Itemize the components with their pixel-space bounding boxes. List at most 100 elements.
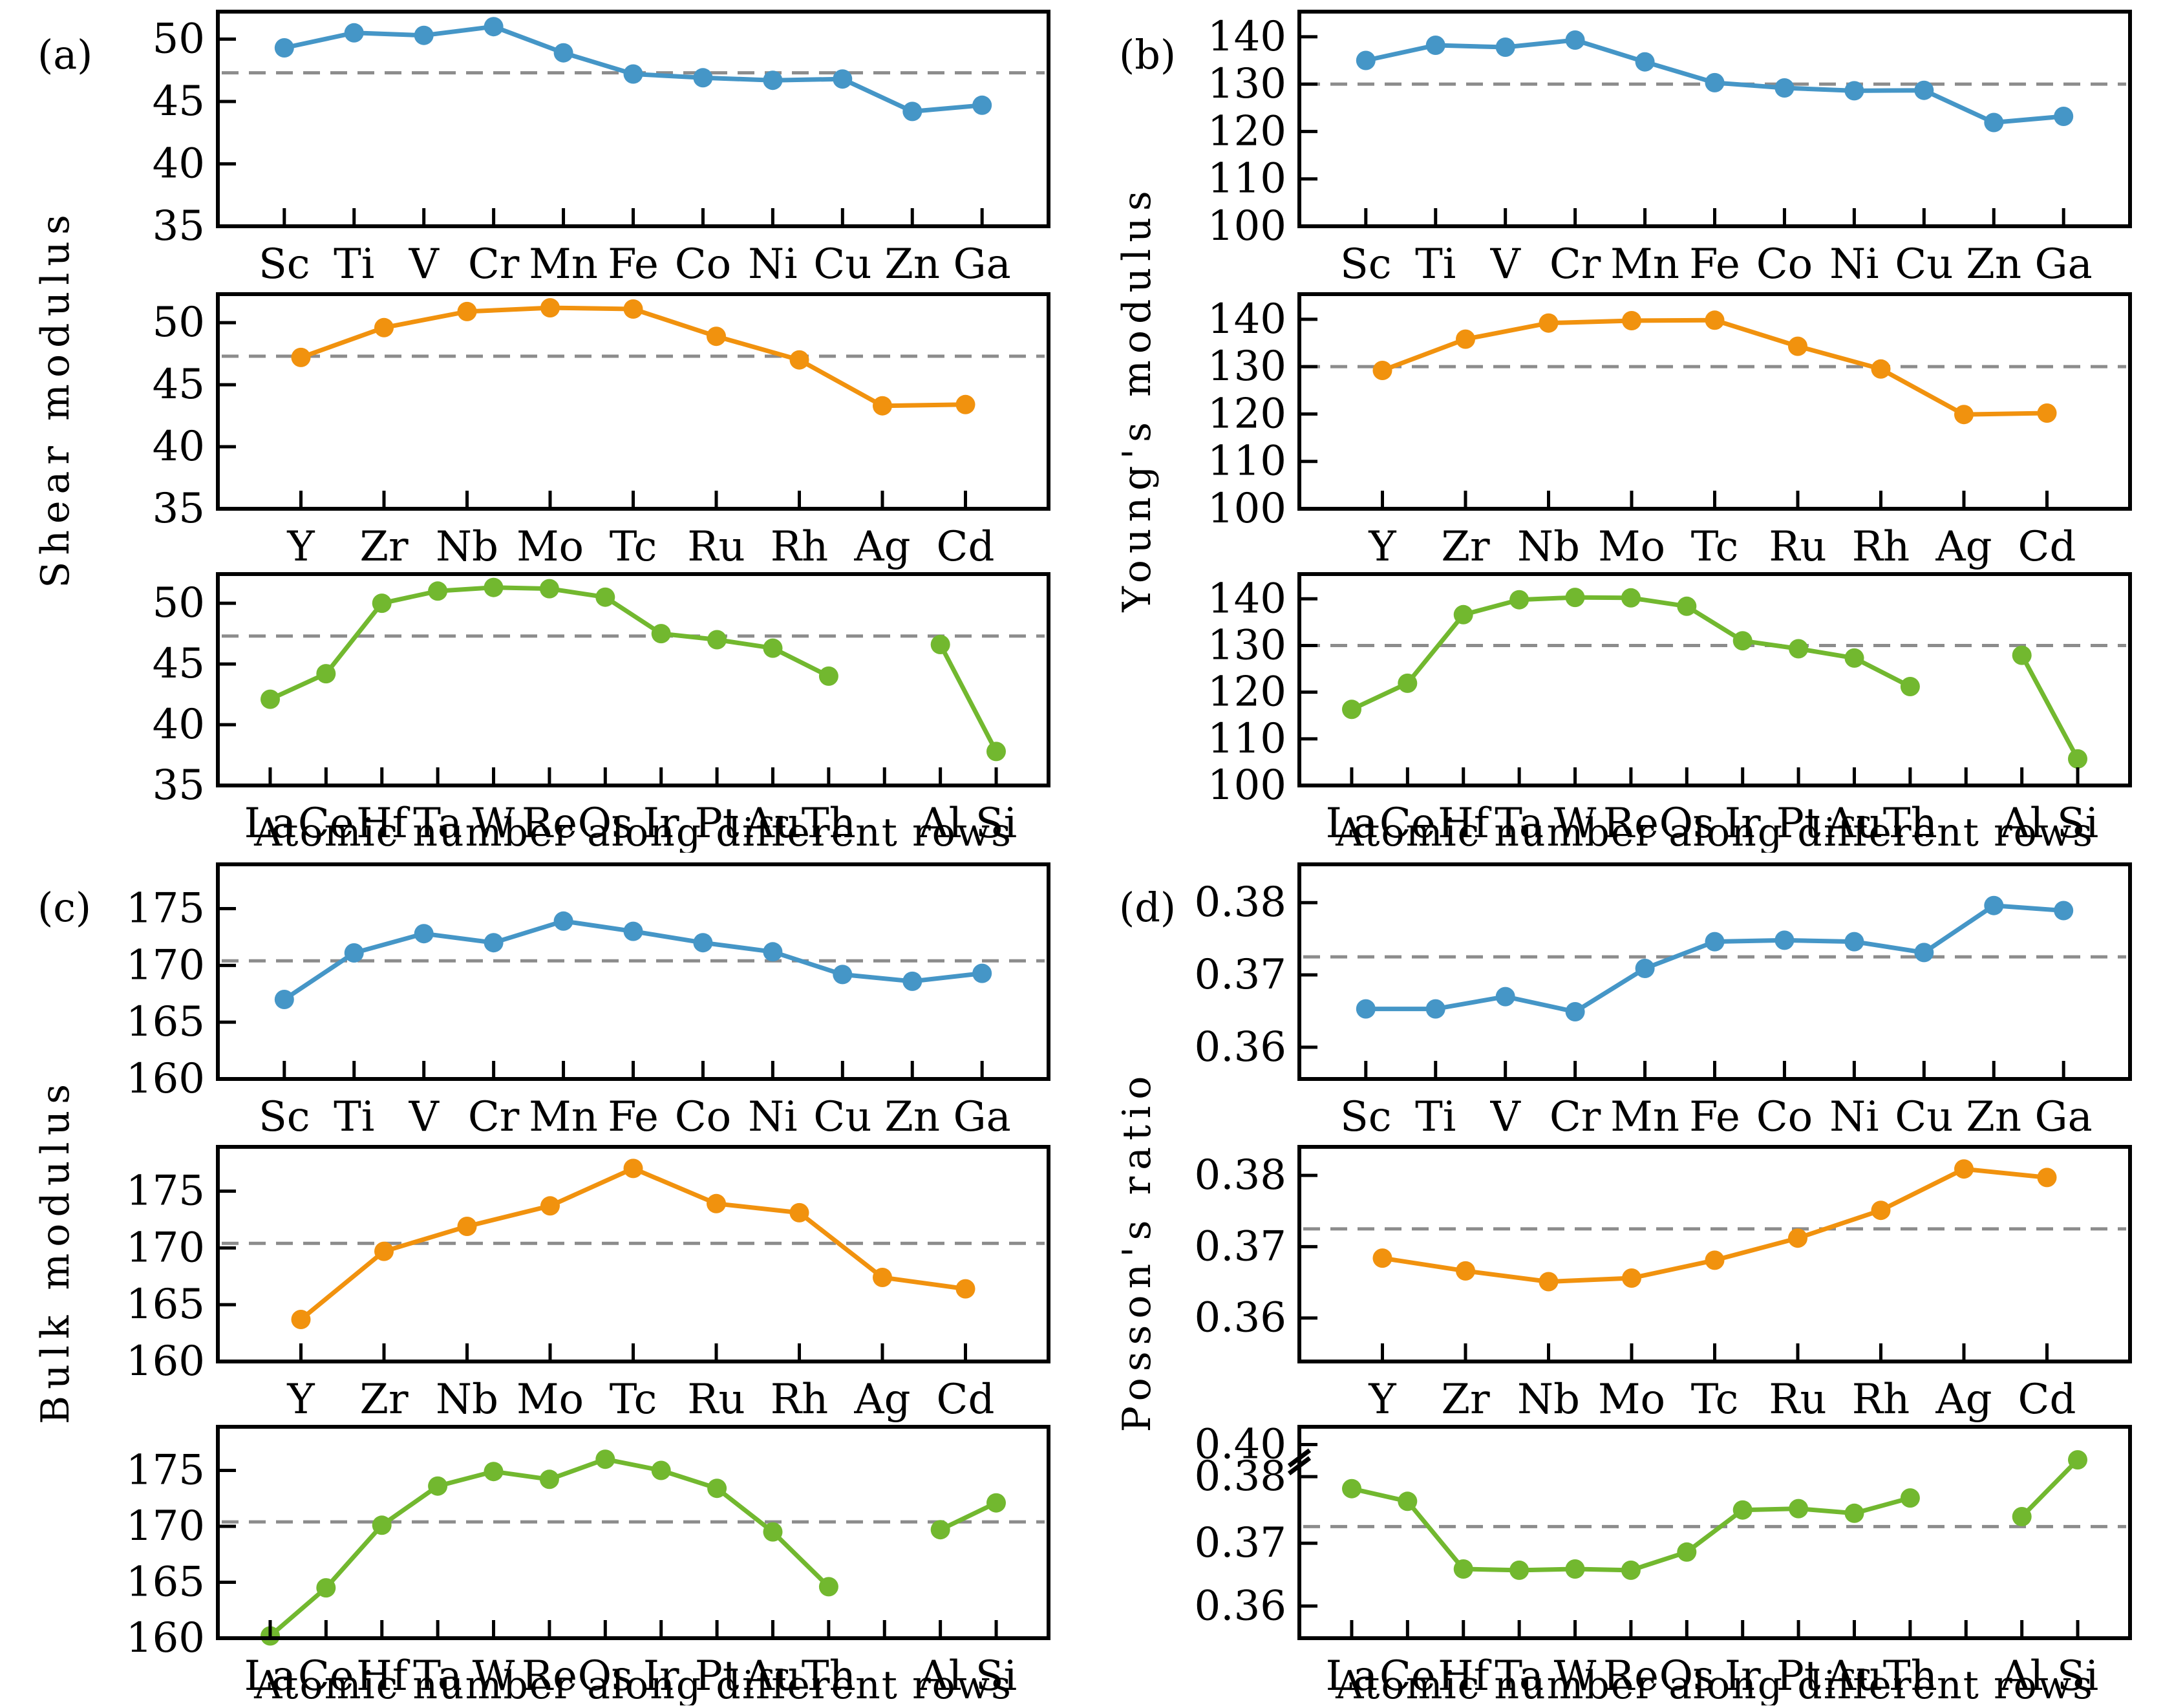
y-axis-label: Bulk modulus [33, 1078, 78, 1424]
x-tick-label: Ir [643, 800, 679, 848]
x-tick-label: Ag [853, 523, 910, 571]
data-point-marker [789, 1202, 809, 1222]
data-point-marker [623, 299, 643, 319]
y-tick-label: 40 [153, 701, 205, 749]
x-tick-label: Si [2057, 800, 2098, 848]
series-line [939, 1500, 997, 1532]
x-tick-label: Sc [259, 240, 310, 288]
x-tick-label: Ru [687, 523, 745, 571]
data-point-marker [1565, 1559, 1585, 1579]
data-point-marker [1954, 1159, 1974, 1179]
data-point-marker [540, 298, 560, 318]
panel-label: (d) [1119, 884, 1176, 931]
x-tick-label: Cr [1550, 1093, 1601, 1141]
x-tick-label: Tc [610, 1376, 657, 1424]
x-tick-label: Mn [529, 1093, 598, 1141]
x-tick-label: Si [2057, 1652, 2098, 1700]
x-tick-label: Zr [1441, 523, 1489, 571]
x-tick-label: Rh [1852, 1376, 1910, 1424]
x-tick-label: Th [802, 1652, 856, 1700]
axis-frame [1297, 1425, 2132, 1640]
axis-frame [216, 572, 1050, 787]
y-tick-label: 45 [153, 361, 205, 409]
x-tick-label: Mo [1598, 1376, 1665, 1424]
y-tick-label: 120 [1208, 668, 1286, 716]
y-tick-label: 160 [126, 1055, 205, 1103]
x-tick-label: Au [744, 1652, 801, 1700]
x-tick-label: Ga [954, 240, 1011, 288]
x-tick-label: Ta [413, 1652, 462, 1700]
data-point-marker [316, 664, 336, 684]
subplot-4d-row: 160 165 170 175 Y Zr Nb Mo Tc Ru Rh Ag Cd [126, 1145, 1050, 1424]
x-tick-label: Co [675, 1093, 732, 1141]
x-tick-label: Cu [813, 240, 871, 288]
y-tick-label: 0.40 [1195, 1420, 1287, 1468]
data-point-marker [2037, 1168, 2057, 1188]
panel-d-possons-ratio: (d) Posson's ratio 0.36 0.37 0.38 Sc Ti V Cr Mn Fe… [1082, 853, 2163, 1708]
y-tick-label: 165 [126, 998, 205, 1046]
x-tick-label: Ti [334, 1093, 374, 1141]
y-tick-label: 0.36 [1195, 1582, 1287, 1630]
x-tick-label: Y [1368, 1376, 1396, 1424]
data-point-marker [789, 350, 809, 370]
data-point-marker [818, 666, 838, 686]
x-tick-label: Hf [1438, 1652, 1492, 1700]
x-tick-label: W [1554, 1652, 1597, 1700]
x-axis-label: Atomic number along different rows [253, 810, 1012, 853]
data-point-marker [2068, 749, 2087, 769]
x-axis-label: Atomic number along different rows [1335, 810, 2094, 853]
x-tick-label: Nb [1517, 523, 1580, 571]
data-point-marker [763, 638, 783, 658]
x-tick-label: Pt [695, 1652, 740, 1700]
x-tick-label: Cr [468, 240, 520, 288]
x-tick-label: Ta [413, 800, 462, 848]
data-point-marker [833, 69, 853, 89]
data-point-marker [873, 1268, 892, 1287]
y-tick-label: 100 [1208, 485, 1286, 533]
x-tick-label: Ce [298, 1652, 354, 1700]
x-tick-label: Ti [1415, 1093, 1456, 1141]
data-point-marker [1774, 78, 1795, 98]
data-point-marker [316, 1578, 336, 1598]
x-tick-label: Fe [1689, 1093, 1740, 1141]
x-tick-label: Mn [529, 240, 598, 288]
x-tick-label: W [1554, 800, 1597, 848]
data-point-marker [1705, 1250, 1725, 1270]
data-point-marker [274, 990, 294, 1009]
data-point-marker [2012, 645, 2032, 665]
x-tick-label: Au [1826, 1652, 1882, 1700]
subplot-4d-row: 0.36 0.37 0.38 Y Zr Nb Mo Tc Ru Rh Ag Cd [1195, 1145, 2132, 1424]
x-tick-label: Cr [1550, 240, 1601, 288]
data-point-marker [651, 624, 671, 644]
y-tick-label: 140 [1208, 13, 1286, 61]
data-point-marker [1705, 310, 1725, 330]
data-point-marker [1774, 930, 1795, 950]
data-point-marker [2012, 1507, 2032, 1526]
y-tick-label: 175 [126, 1168, 205, 1215]
x-tick-label: V [1490, 240, 1522, 288]
data-point-marker [539, 579, 559, 599]
series-line [1350, 595, 1912, 712]
data-point-marker [1900, 1488, 1920, 1508]
y-tick-label: 0.37 [1195, 1519, 1287, 1567]
y-tick-label: 45 [153, 640, 205, 688]
x-tick-label: Mo [517, 1376, 584, 1424]
x-tick-label: Tc [1691, 1376, 1739, 1424]
x-tick-label: Ta [1495, 800, 1544, 848]
x-tick-label: Os [1659, 1652, 1714, 1700]
data-point-marker [1621, 1560, 1641, 1580]
data-point-marker [484, 17, 504, 37]
x-tick-label: Y [286, 1376, 315, 1424]
x-tick-label: Ir [1725, 1652, 1761, 1700]
x-tick-label: Pt [1776, 800, 1821, 848]
y-tick-label: 45 [153, 78, 205, 125]
data-point-marker [374, 1241, 394, 1261]
x-tick-label: Zn [884, 240, 940, 288]
axis-frame [216, 1145, 1050, 1363]
data-point-marker [930, 1520, 950, 1540]
data-point-marker [693, 933, 713, 953]
data-point-marker [1356, 999, 1376, 1019]
data-point-marker [595, 1449, 615, 1469]
x-tick-label: Ce [298, 800, 354, 848]
